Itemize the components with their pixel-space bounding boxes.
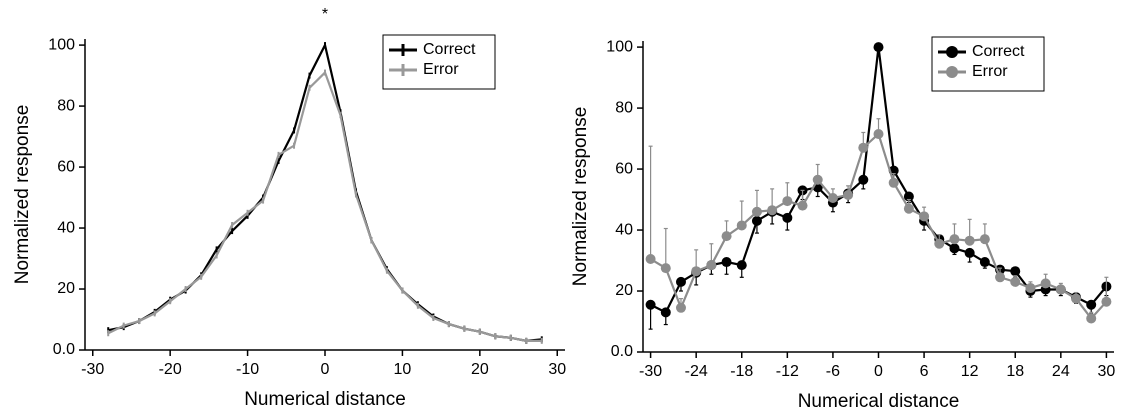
point [1025,282,1036,293]
x-tick-label: 18 [1006,363,1024,380]
point [1010,266,1021,277]
point [797,200,808,211]
point [660,307,671,318]
point [1101,296,1112,307]
point [888,177,899,188]
y-axis-label: Normalized response [12,105,33,285]
point [934,238,945,249]
y-tick-label: 80 [57,97,75,114]
point [1086,313,1097,324]
legend-box [931,36,1045,92]
point [812,174,823,185]
point [919,211,930,222]
x-tick-label: 0 [321,361,330,378]
x-tick-label: -24 [685,363,708,380]
point [721,257,732,268]
point [979,257,990,268]
legend-label: Correct [972,43,1025,60]
point [1040,278,1051,289]
point [858,174,869,185]
y-tick-label: 0.0 [611,343,633,360]
x-tick-label: 10 [394,361,412,378]
x-tick-label: -20 [159,361,182,378]
point [843,189,854,200]
point [751,206,762,217]
y-tick-label: 40 [57,219,75,236]
point [691,266,702,277]
point [721,231,732,242]
point [1010,276,1021,287]
point [903,203,914,214]
point [858,142,869,153]
x-tick-label: -6 [826,363,840,380]
legend-label: Correct [423,41,476,58]
point [964,247,975,258]
y-tick-label: 40 [615,221,633,238]
x-tick-label: -18 [730,363,753,380]
point [782,196,793,207]
point [949,234,960,245]
y-tick-label: 0.0 [53,341,75,358]
point [1055,284,1066,295]
point [767,205,778,216]
point [979,234,990,245]
x-tick-label: 24 [1052,363,1070,380]
point [782,212,793,223]
y-tick-label: 60 [57,158,75,175]
point [645,299,656,310]
x-tick-label: -30 [81,361,104,378]
annotation: * [322,6,328,23]
point [706,260,717,271]
point [873,128,884,139]
x-tick-label: 6 [920,363,929,380]
x-tick-label: 30 [1098,363,1116,380]
y-tick-label: 80 [615,99,633,116]
point [1071,293,1082,304]
x-axis-label: Numerical distance [244,389,406,410]
legend-label: Error [423,61,459,78]
y-tick-label: 100 [606,38,633,55]
point [736,220,747,231]
point [660,263,671,274]
series-line [107,70,542,342]
point [995,272,1006,283]
legend-label: Error [972,63,1008,80]
y-tick-label: 60 [615,160,633,177]
point [964,235,975,246]
point [751,215,762,226]
point [873,42,884,53]
x-tick-label: 12 [961,363,979,380]
point [736,260,747,271]
x-tick-label: -30 [639,363,662,380]
x-tick-label: -12 [776,363,799,380]
legend-marker [946,46,958,58]
point [675,302,686,313]
legend-marker [946,66,958,78]
x-axis-label: Numerical distance [798,391,960,412]
y-tick-label: 20 [615,282,633,299]
x-tick-label: -10 [236,361,259,378]
point [903,191,914,202]
point [675,276,686,287]
y-tick-label: 20 [57,280,75,297]
y-axis-label: Normalized response [570,107,591,287]
x-tick-label: 0 [874,363,883,380]
x-tick-label: 20 [471,361,489,378]
point [827,193,838,204]
y-tick-label: 100 [48,36,75,53]
point [1086,299,1097,310]
point [645,254,656,265]
x-tick-label: 30 [548,361,566,378]
point [949,243,960,254]
